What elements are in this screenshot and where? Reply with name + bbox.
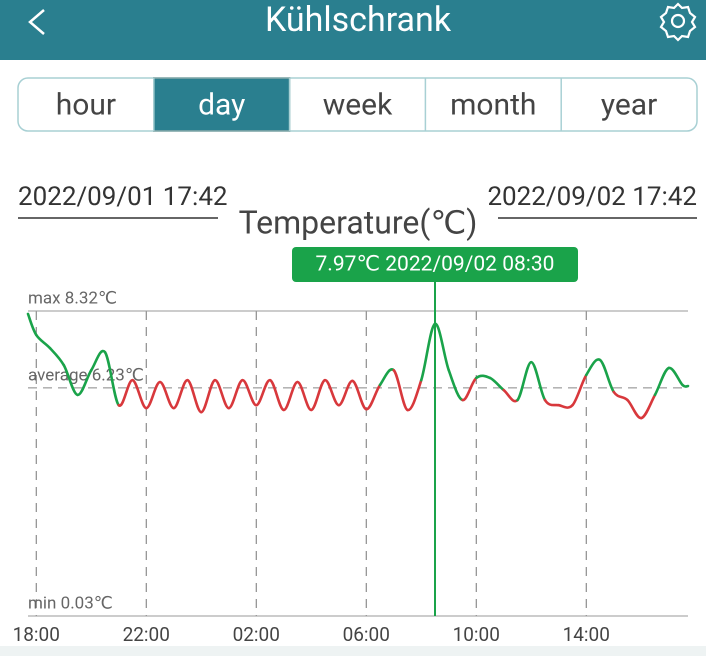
- line-segment: [309, 378, 327, 412]
- line-segment: [502, 388, 519, 403]
- line-segment: [282, 380, 299, 412]
- x-tick-label: 14:00: [563, 623, 610, 646]
- line-segment: [268, 378, 286, 412]
- line-segment: [447, 368, 464, 402]
- line-segment: [186, 378, 203, 414]
- tab-bar: hour day week month year: [17, 77, 698, 132]
- line-segment: [158, 380, 176, 410]
- line-segment: [227, 378, 244, 410]
- back-button[interactable]: [28, 9, 45, 35]
- x-tick-label: 06:00: [343, 623, 390, 646]
- line-segment: [296, 380, 313, 412]
- line-segment: [667, 366, 684, 387]
- line-segment: [323, 378, 341, 407]
- line-segment: [131, 378, 148, 410]
- line-segment: [406, 378, 423, 412]
- line-segment: [117, 378, 134, 407]
- line-segment: [62, 363, 79, 397]
- line-segment: [543, 398, 561, 407]
- line-segment: [516, 360, 533, 402]
- reference-label: max 8.32℃: [28, 288, 117, 308]
- line-segment: [144, 380, 162, 410]
- line-segment: [681, 383, 690, 388]
- tab[interactable]: hour: [56, 87, 116, 122]
- line-segment: [461, 376, 478, 402]
- line-segment: [392, 368, 409, 412]
- tab[interactable]: day: [198, 87, 245, 122]
- line-segment: [584, 358, 602, 377]
- x-tick-label: 02:00: [233, 623, 280, 646]
- line-segment: [364, 383, 382, 411]
- line-segment: [474, 374, 492, 380]
- line-segment: [433, 322, 451, 372]
- line-segment: [612, 390, 629, 402]
- app-title: Kühlschrank: [265, 0, 452, 40]
- tab[interactable]: week: [323, 87, 393, 122]
- plot: 18:00 22:00 02:00 06:00 10:00 14:00 max 8.32℃ a…: [13, 247, 690, 646]
- tab[interactable]: month: [450, 87, 536, 122]
- line-segment: [378, 368, 396, 387]
- line-segment: [172, 378, 189, 410]
- line-segment: [419, 322, 437, 382]
- line-segment: [89, 349, 107, 372]
- reference-label: min 0.03℃: [28, 593, 113, 613]
- tooltip-text: 7.97℃ 2022/09/02 08:30: [316, 253, 555, 277]
- settings-button[interactable]: [659, 2, 697, 42]
- tooltip-box: [292, 247, 578, 282]
- x-tick-label: 10:00: [453, 623, 500, 646]
- line-segment: [103, 350, 121, 407]
- x-tick-label: 18:00: [13, 623, 60, 646]
- line-segment: [639, 393, 657, 420]
- line-segment: [351, 379, 368, 411]
- line-segment: [254, 378, 272, 407]
- line-segment: [529, 360, 547, 402]
- app-bar: [0, 0, 706, 60]
- reference-label: average 6.23℃: [28, 365, 144, 385]
- range-start: 2022/09/01 17:42: [18, 182, 228, 212]
- line-segment: [48, 346, 66, 367]
- line-segment: [653, 366, 671, 397]
- line-segment: [34, 333, 52, 350]
- tab[interactable]: year: [601, 87, 657, 122]
- line-segment: [76, 368, 93, 397]
- line-segment: [626, 398, 643, 420]
- chart-title: Temperature(℃): [239, 203, 478, 241]
- line-segment: [241, 378, 258, 407]
- line-segment: [337, 379, 354, 407]
- bottom-strip: [0, 646, 706, 656]
- x-tick-label: 22:00: [123, 623, 170, 646]
- line-segment: [557, 403, 574, 409]
- line-segment: [571, 373, 588, 407]
- line-segment: [598, 358, 616, 394]
- line-segment: [488, 376, 506, 392]
- line-segment: [213, 378, 231, 410]
- line-segment: [199, 378, 217, 414]
- range-end: 2022/09/02 17:42: [487, 182, 697, 212]
- line-segment: [26, 312, 38, 337]
